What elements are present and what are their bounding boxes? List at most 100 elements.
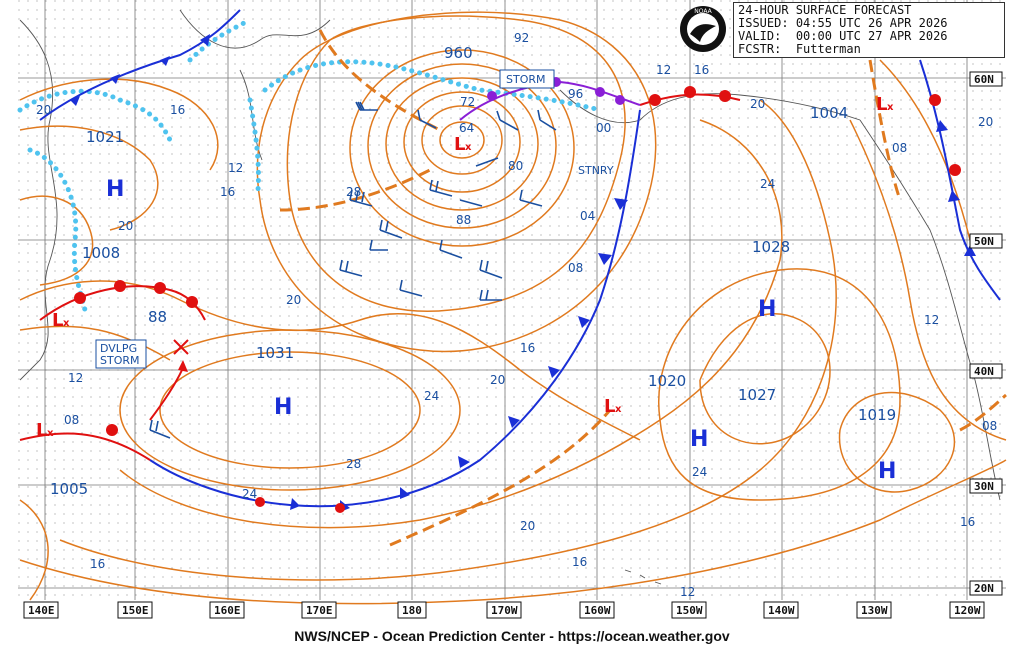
pressure-value: 1020 xyxy=(648,372,686,390)
pressure-value: 1008 xyxy=(82,244,120,262)
storm-label: STORM xyxy=(506,73,546,86)
svg-text:88: 88 xyxy=(456,213,471,227)
svg-text:50N: 50N xyxy=(974,235,994,248)
svg-text:x: x xyxy=(465,142,472,153)
svg-text:20: 20 xyxy=(490,373,505,387)
dvlpg-storm-label-2: STORM xyxy=(100,354,140,367)
pressure-value: 1005 xyxy=(50,480,88,498)
svg-text:20N: 20N xyxy=(974,582,994,595)
svg-text:16: 16 xyxy=(572,555,587,569)
pressure-value: 960 xyxy=(444,44,473,62)
forecast-header: 24-HOUR SURFACE FORECAST ISSUED: 04:55 U… xyxy=(733,2,1005,58)
svg-text:150W: 150W xyxy=(676,604,703,617)
graticule xyxy=(18,0,1006,600)
noaa-logo: NOAA xyxy=(680,6,726,52)
svg-text:08: 08 xyxy=(64,413,79,427)
stationary-label: STNRY xyxy=(578,164,614,177)
svg-text:x: x xyxy=(47,428,54,439)
dot-grid xyxy=(18,0,1006,600)
svg-text:20: 20 xyxy=(750,97,765,111)
pressure-value: 1004 xyxy=(810,104,848,122)
svg-text:130W: 130W xyxy=(861,604,888,617)
svg-text:92: 92 xyxy=(514,31,529,45)
warm-fronts xyxy=(19,86,961,513)
svg-text:150E: 150E xyxy=(122,604,149,617)
svg-text:16: 16 xyxy=(960,515,975,529)
isobar-label: 24 xyxy=(692,465,707,479)
isobar-label: 16 xyxy=(170,103,185,117)
low-center-960: L xyxy=(454,134,465,155)
wind-barbs xyxy=(149,101,557,439)
forecaster-label: FCSTR: xyxy=(738,42,782,56)
pressure-value: 1028 xyxy=(752,238,790,256)
pressure-value: 1021 xyxy=(86,128,124,146)
svg-text:170E: 170E xyxy=(306,604,333,617)
svg-text:16: 16 xyxy=(520,341,535,355)
svg-text:64: 64 xyxy=(459,121,474,135)
isobar-label: 16 xyxy=(90,557,105,571)
svg-text:20: 20 xyxy=(978,115,993,129)
isobar-label: 20 xyxy=(118,219,133,233)
svg-text:12: 12 xyxy=(228,161,243,175)
issued-time: 04:55 UTC 26 APR 2026 xyxy=(795,16,948,30)
boxed-labels: STORM STNRY DVLPG STORM xyxy=(95,69,614,369)
svg-text:20: 20 xyxy=(36,103,51,117)
pressure-values: 1021 1031 1028 1027 1020 1019 960 1004 1… xyxy=(50,44,896,498)
isobar-label: 20 xyxy=(520,519,535,533)
header-title: 24-HOUR SURFACE FORECAST xyxy=(738,3,912,17)
low-center-1008: L xyxy=(52,310,63,331)
svg-text:40N: 40N xyxy=(974,365,994,378)
svg-text:96: 96 xyxy=(568,87,583,101)
high-center-1020: H xyxy=(690,427,708,452)
svg-text:08: 08 xyxy=(892,141,907,155)
svg-text:24: 24 xyxy=(760,177,775,191)
isobars xyxy=(19,11,1007,605)
longitude-labels: 140E 150E 160E 170E 180 170W 160W 150W 1… xyxy=(23,601,985,619)
svg-text:04: 04 xyxy=(580,209,595,223)
issued-label: ISSUED: xyxy=(738,16,789,30)
svg-text:12: 12 xyxy=(656,63,671,77)
valid-label: VALID: xyxy=(738,29,782,43)
svg-text:08: 08 xyxy=(568,261,583,275)
svg-text:x: x xyxy=(615,404,622,415)
svg-text:00: 00 xyxy=(596,121,611,135)
isobar-labels: 92 96 00 64 72 80 88 04 08 12 16 20 24 2… xyxy=(36,31,1000,599)
valid-time: 00:00 UTC 27 APR 2026 xyxy=(795,29,948,43)
svg-text:16: 16 xyxy=(694,63,709,77)
pressure-value: 1027 xyxy=(738,386,776,404)
pressure-centers: H H H H H L L L L L x x x x x xyxy=(36,94,896,484)
svg-text:160E: 160E xyxy=(214,604,241,617)
low-center-1004: L xyxy=(876,94,887,115)
svg-text:180: 180 xyxy=(402,604,422,617)
svg-text:12: 12 xyxy=(680,585,695,599)
svg-text:30N: 30N xyxy=(974,480,994,493)
svg-text:24: 24 xyxy=(424,389,439,403)
dvlpg-storm-label: DVLPG xyxy=(100,342,137,355)
low-center-4: L xyxy=(604,396,615,417)
svg-text:80: 80 xyxy=(508,159,523,173)
svg-text:08: 08 xyxy=(982,419,997,433)
credit-line: NWS/NCEP - Ocean Prediction Center - htt… xyxy=(294,628,730,644)
svg-text:140E: 140E xyxy=(28,604,55,617)
svg-text:170W: 170W xyxy=(491,604,518,617)
svg-text:NOAA: NOAA xyxy=(694,8,712,15)
svg-text:x: x xyxy=(63,318,70,329)
svg-text:12: 12 xyxy=(924,313,939,327)
storm-track xyxy=(149,339,189,421)
svg-text:12: 12 xyxy=(68,371,83,385)
dvlpg-pressure: 88 xyxy=(148,308,167,326)
low-center-1005: L xyxy=(36,420,47,441)
isobar-label: 28 xyxy=(346,457,361,471)
svg-text:x: x xyxy=(887,102,894,113)
svg-text:20: 20 xyxy=(286,293,301,307)
high-center-1021: H xyxy=(106,177,124,202)
svg-text:72: 72 xyxy=(460,95,475,109)
svg-text:140W: 140W xyxy=(768,604,795,617)
ice-edge xyxy=(17,17,603,313)
svg-text:24: 24 xyxy=(242,487,257,501)
svg-text:28: 28 xyxy=(346,185,361,199)
cold-fronts xyxy=(39,9,1001,512)
svg-text:120W: 120W xyxy=(954,604,981,617)
latitude-labels: 60N 50N 40N 30N 20N xyxy=(969,71,1003,596)
high-center-1019: H xyxy=(878,459,896,484)
